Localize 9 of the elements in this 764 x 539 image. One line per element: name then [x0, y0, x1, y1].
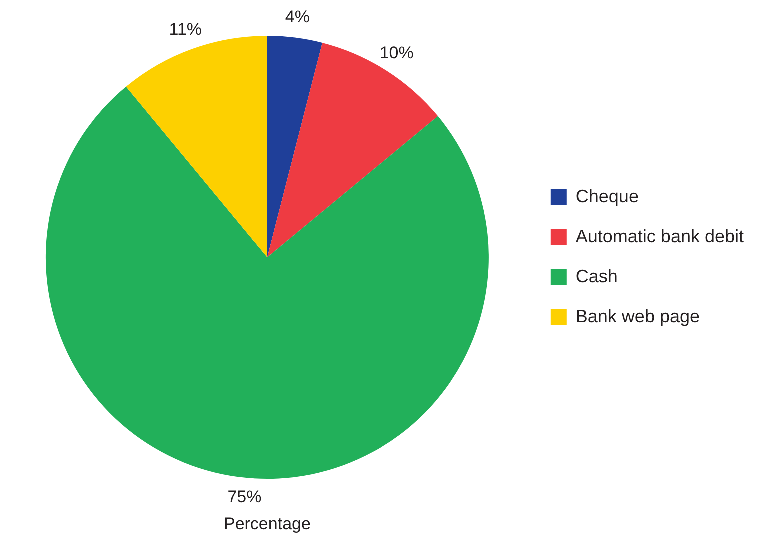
legend-label: Cash [576, 266, 618, 286]
data-label: 10% [380, 43, 414, 62]
data-label: 11% [169, 20, 202, 39]
data-label: 75% [228, 488, 262, 507]
legend-label: Bank web page [576, 306, 700, 326]
legend-label: Cheque [576, 186, 639, 206]
text: Percentage [224, 514, 311, 534]
legend-label: Automatic bank debit [576, 226, 744, 246]
data-label: 4% [285, 8, 310, 27]
